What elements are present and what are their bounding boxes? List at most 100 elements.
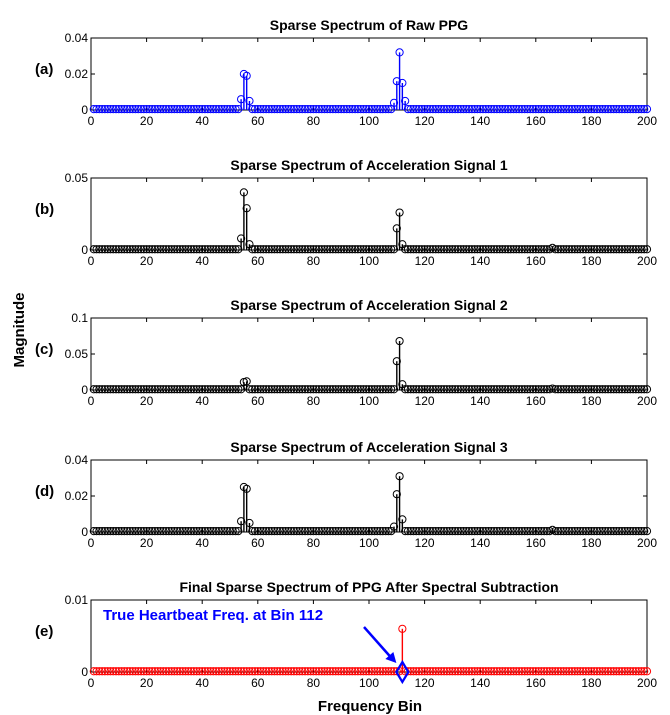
stem-marker (256, 527, 265, 536)
stem-marker (542, 667, 552, 676)
stem-marker (553, 667, 563, 676)
panel-label: (a) (35, 61, 53, 78)
stem-marker (231, 245, 240, 254)
stem-marker (281, 245, 290, 254)
stem-marker (164, 105, 173, 114)
stem-marker (362, 245, 371, 254)
stem-marker (512, 105, 521, 114)
stem-marker (206, 105, 215, 114)
stem-marker (206, 245, 215, 254)
stem-marker (348, 245, 357, 254)
stem-marker (323, 667, 332, 676)
stem-marker (123, 245, 132, 254)
stem-marker (275, 245, 285, 254)
stem-marker (223, 245, 232, 254)
stem-marker (631, 527, 640, 536)
stem-marker (565, 667, 574, 676)
stem-marker (578, 245, 588, 254)
stem-marker (148, 385, 157, 394)
stem-marker (492, 527, 501, 536)
stem-marker (598, 245, 607, 254)
stem-series (89, 188, 652, 254)
stem-peak-marker (398, 380, 407, 389)
stem-marker (161, 245, 171, 254)
stem-marker (356, 245, 365, 254)
stem-marker (603, 667, 613, 676)
y-tick-label: 0.02 (65, 489, 89, 503)
x-tick-label: 180 (581, 254, 601, 268)
stem-marker (342, 245, 351, 254)
stem-peak-marker (245, 96, 254, 106)
stem-marker (317, 105, 326, 114)
stem-marker (139, 527, 148, 536)
stem-marker (487, 667, 496, 676)
stem-marker (206, 385, 215, 394)
stem-marker (567, 385, 577, 394)
annotation-arrow-shaft (363, 626, 394, 660)
stem-marker (273, 527, 282, 536)
stem-marker (364, 385, 374, 394)
stem-marker (175, 105, 185, 114)
stem-marker (456, 105, 465, 114)
stem-marker (156, 105, 165, 114)
stem-marker (401, 385, 410, 394)
stem-marker (523, 527, 532, 536)
stem-marker (339, 527, 349, 536)
stem-marker (125, 667, 135, 676)
panel-4: Sparse Spectrum of Acceleration Signal 3… (35, 439, 657, 550)
stem-marker (387, 527, 396, 536)
stem-marker (275, 527, 285, 536)
stem-marker (617, 105, 627, 114)
stem-marker (300, 667, 310, 676)
stem-marker (337, 667, 346, 676)
stem-marker (467, 385, 476, 394)
stem-marker (156, 667, 165, 676)
stem-peak-marker (398, 624, 407, 633)
stem-marker (403, 667, 413, 676)
stem-marker (578, 667, 588, 676)
stem-marker (306, 105, 315, 114)
stem-marker (123, 385, 132, 394)
stem-marker (412, 105, 421, 114)
stem-marker (615, 105, 624, 114)
stem-marker (212, 667, 221, 676)
stem-marker (551, 667, 560, 676)
stem-marker (337, 385, 346, 394)
stem-marker (278, 105, 287, 114)
stem-marker (487, 245, 496, 254)
stem-peak-marker (395, 472, 404, 481)
stem-marker (142, 105, 151, 114)
stem-marker (609, 105, 618, 114)
stem-marker (289, 245, 299, 254)
stem-marker (98, 245, 107, 254)
stem-marker (603, 527, 613, 536)
stem-marker (617, 245, 627, 254)
stem-marker (626, 667, 635, 676)
stem-marker (417, 245, 426, 254)
stem-marker (136, 667, 146, 676)
stem-marker (200, 667, 210, 676)
stem-marker (640, 105, 649, 114)
stem-marker (456, 245, 465, 254)
x-tick-label: 0 (88, 676, 95, 690)
stem-marker (298, 245, 307, 254)
stem-marker (462, 385, 471, 394)
stem-marker (523, 385, 532, 394)
stem-marker (517, 527, 527, 536)
stem-marker (520, 245, 529, 254)
stem-marker (131, 385, 140, 394)
stem-marker (267, 527, 276, 536)
stem-marker (448, 105, 457, 114)
stem-marker (576, 105, 585, 114)
stem-marker (542, 385, 552, 394)
stem-marker (192, 245, 201, 254)
stem-marker (189, 385, 198, 394)
stem-marker (626, 245, 635, 254)
stem-marker (434, 245, 443, 254)
stem-marker (351, 245, 360, 254)
stem-marker (428, 527, 438, 536)
stem-marker (120, 245, 129, 254)
stem-marker (148, 667, 157, 676)
stem-marker (523, 105, 532, 114)
